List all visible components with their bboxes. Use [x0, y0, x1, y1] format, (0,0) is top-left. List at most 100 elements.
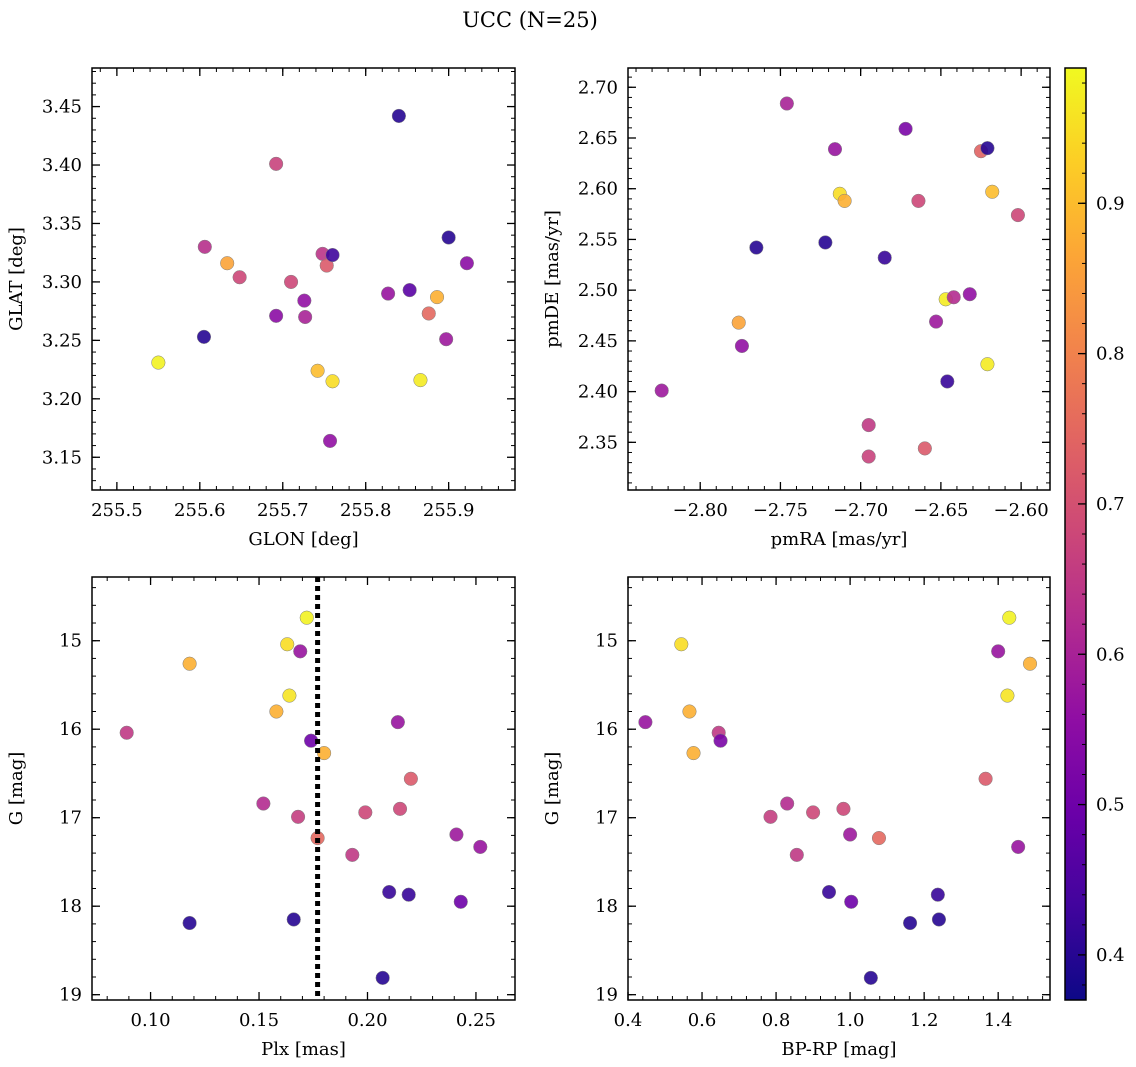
y-tick-label: 2.40	[578, 382, 618, 403]
colorbar-tick-label: 0.6	[1096, 644, 1125, 665]
x-tick-label: 0.8	[762, 1010, 791, 1031]
data-point	[1000, 688, 1015, 703]
data-point	[1002, 610, 1017, 625]
y-tick-label: 3.20	[42, 389, 82, 410]
data-point	[391, 108, 406, 123]
y-tick-label: 3.45	[42, 97, 82, 118]
x-tick-label: 255.9	[423, 500, 475, 521]
data-point	[439, 332, 454, 347]
axes-frame	[627, 67, 1051, 491]
data-point	[325, 247, 340, 263]
data-point	[1011, 839, 1026, 854]
data-point	[390, 715, 405, 730]
data-point	[861, 449, 876, 464]
y-tick-label: 15	[59, 631, 82, 652]
x-tick-label: 0.25	[456, 1010, 496, 1031]
data-point	[731, 315, 746, 330]
axes-frame	[91, 576, 516, 1001]
data-point	[821, 884, 837, 900]
data-point	[220, 256, 235, 271]
data-point	[269, 156, 284, 171]
y-tick-label: 19	[595, 985, 618, 1006]
y-axis-label: G [mag]	[6, 752, 27, 825]
scatter-plx-g: 0.10 0.15 0.20 0.25 15 16 17 18 19 Plx [mas] G [ma…	[6, 576, 516, 1060]
y-tick-label: 17	[59, 808, 82, 829]
data-point	[654, 383, 669, 398]
y-axis-label: GLAT [deg]	[6, 227, 27, 331]
y-tick-label: 3.35	[42, 213, 82, 234]
data-point	[1022, 656, 1038, 671]
axes-frame	[627, 576, 1051, 1001]
data-point	[291, 809, 306, 824]
data-point	[402, 283, 417, 298]
y-tick-label: 3.25	[42, 330, 82, 351]
data-point	[946, 290, 961, 305]
data-point	[322, 433, 338, 448]
x-tick-label: 0.15	[239, 1010, 279, 1031]
data-point	[382, 884, 397, 900]
data-point	[413, 373, 428, 388]
data-point	[749, 240, 764, 255]
data-point	[877, 250, 892, 265]
data-point	[269, 308, 284, 323]
data-point	[713, 733, 728, 748]
data-point	[280, 637, 295, 652]
data-point	[779, 96, 794, 111]
data-point	[151, 355, 166, 370]
data-point	[310, 363, 325, 378]
x-tick-label: 255.8	[340, 500, 392, 521]
data-point	[898, 121, 913, 136]
colorbar-gradient	[1065, 68, 1086, 1000]
x-axis-label: pmRA [mas/yr]	[771, 529, 908, 550]
data-point	[299, 610, 314, 625]
x-tick-label: 255.5	[91, 500, 143, 521]
scatter-bprp-g: 0.4 0.6 0.8 1.0 1.2 1.4 15 16 17 18 19 BP-RP [mag] G…	[542, 576, 1051, 1060]
data-point	[980, 357, 995, 372]
x-tick-label: −2.65	[913, 500, 968, 521]
colorbar-frame	[1064, 67, 1087, 1001]
data-point	[929, 314, 944, 329]
y-axis-label: G [mag]	[542, 752, 563, 825]
y-tick-label: 2.45	[578, 331, 618, 352]
data-point	[429, 290, 445, 305]
x-tick-label: 255.6	[174, 500, 226, 521]
y-tick-label: 19	[59, 985, 82, 1006]
colorbar-tick-label: 0.9	[1096, 193, 1125, 214]
data-point	[686, 746, 701, 761]
data-point	[317, 746, 332, 761]
data-point	[298, 309, 313, 325]
data-point	[836, 801, 851, 816]
y-tick-label: 17	[595, 808, 618, 829]
y-tick-label: 2.60	[578, 179, 618, 200]
x-tick-label: 1.0	[836, 1010, 865, 1031]
y-tick-label: 2.55	[578, 229, 618, 250]
colorbar-tick-label: 0.8	[1096, 344, 1125, 365]
data-point	[780, 796, 795, 811]
x-axis-label: GLON [deg]	[248, 529, 358, 550]
x-tick-label: −2.80	[673, 500, 728, 521]
data-point	[843, 827, 858, 842]
data-point	[297, 293, 312, 308]
y-tick-label: 2.65	[578, 128, 618, 149]
data-point	[674, 637, 689, 652]
data-point	[182, 915, 197, 931]
data-point	[763, 809, 778, 824]
y-tick-label: 18	[595, 896, 618, 917]
data-point	[392, 801, 408, 816]
data-point	[940, 374, 955, 389]
y-tick-label: 16	[595, 719, 618, 740]
data-point	[734, 338, 749, 354]
colorbar: 0.4 0.5 0.6 0.7 0.8 0.9	[1064, 67, 1125, 1001]
data-point	[421, 306, 436, 321]
x-tick-label: 1.2	[910, 1010, 939, 1031]
data-point	[962, 287, 977, 302]
colorbar-tick-label: 0.4	[1096, 945, 1125, 966]
data-point	[453, 894, 468, 909]
y-tick-label: 18	[59, 896, 82, 917]
data-point	[931, 912, 946, 927]
y-tick-label: 2.70	[578, 77, 618, 98]
data-point	[286, 912, 301, 927]
data-point	[806, 805, 821, 820]
data-point	[837, 193, 852, 208]
y-tick-label: 16	[59, 719, 82, 740]
